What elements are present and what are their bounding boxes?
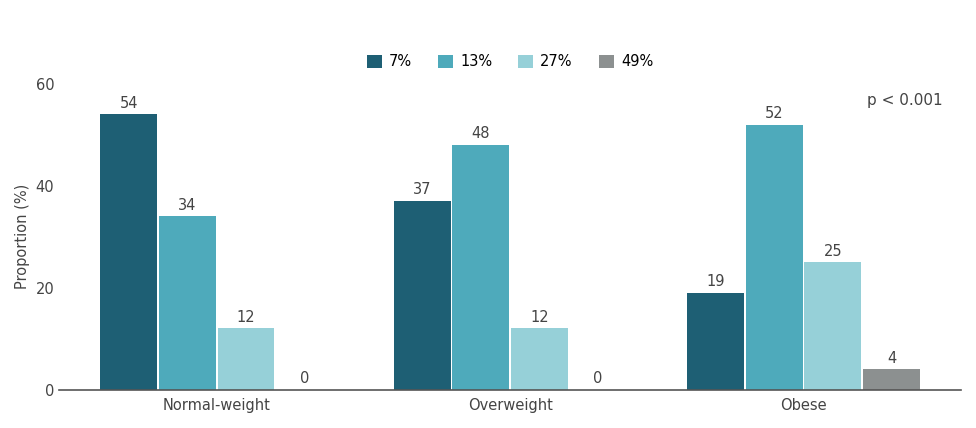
Bar [863,369,920,389]
Text: 0: 0 [300,371,309,386]
Bar [687,293,744,389]
Text: 19: 19 [707,274,725,289]
Text: 34: 34 [179,198,196,213]
Text: 12: 12 [530,310,549,325]
Bar [159,216,216,389]
Bar [511,329,568,389]
Text: 54: 54 [119,96,138,111]
Legend: 7%, 13%, 27%, 49%: 7%, 13%, 27%, 49% [361,48,659,75]
Text: 12: 12 [237,310,256,325]
Y-axis label: Proportion (%): Proportion (%) [15,184,30,289]
Text: 52: 52 [765,106,784,121]
Bar [804,262,862,389]
Text: 0: 0 [593,371,603,386]
Text: 48: 48 [471,126,490,141]
Text: 25: 25 [824,244,842,259]
Bar [746,125,802,389]
Text: p < 0.001: p < 0.001 [868,93,943,108]
Bar [393,201,451,389]
Bar [452,145,509,389]
Text: 4: 4 [887,351,896,366]
Bar [101,114,157,389]
Bar [218,329,274,389]
Text: 37: 37 [413,182,431,197]
